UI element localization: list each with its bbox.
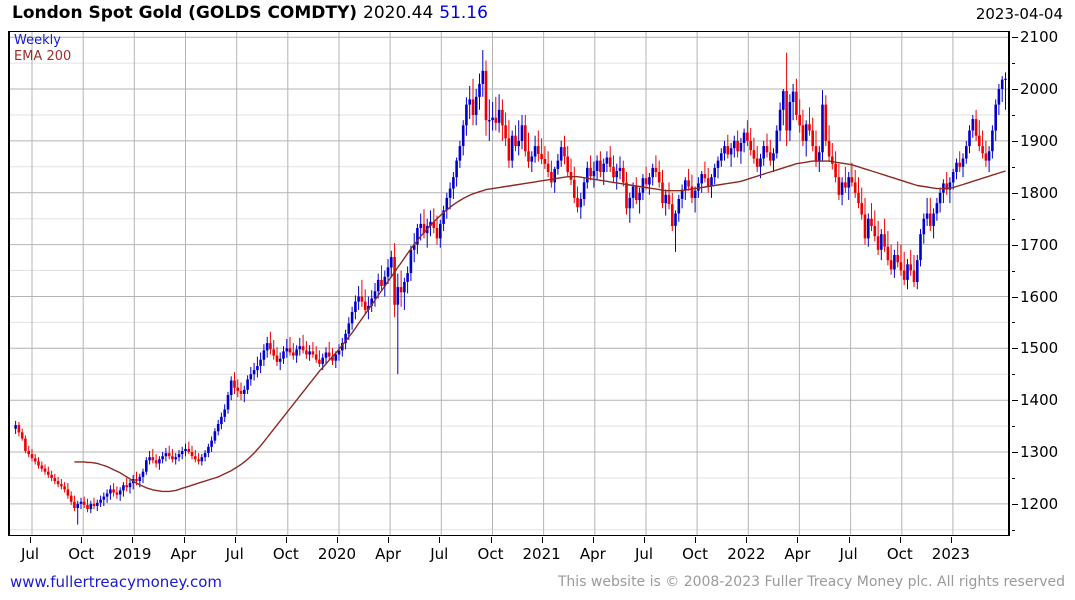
- x-axis-tick: [234, 537, 236, 543]
- y-axis-tick: [1012, 296, 1018, 298]
- y-axis-tick: [1012, 374, 1015, 376]
- y-axis-tick: [1012, 166, 1015, 168]
- last-price: 2020.44: [363, 3, 434, 23]
- price-change: 51.16: [439, 3, 488, 23]
- x-axis-tick: [950, 537, 952, 543]
- instrument-name: London Spot Gold (GOLDS COMDTY): [12, 3, 358, 23]
- y-axis-tick: [1012, 192, 1018, 194]
- x-axis-label: Jul: [634, 545, 654, 563]
- x-axis-tick: [592, 537, 594, 543]
- right-axis-line: [1008, 31, 1010, 536]
- y-axis-tick: [1012, 452, 1018, 453]
- x-axis-tick: [81, 537, 83, 543]
- y-axis-label: 1400: [1020, 391, 1059, 410]
- x-axis-label: 2021: [522, 545, 561, 563]
- x-axis-label: Jul: [430, 545, 449, 563]
- x-axis-label: Jul: [839, 545, 858, 563]
- y-axis: 1200 1300 1400 1500 1600 1700 1800 1900 2000 2100: [1012, 28, 1075, 536]
- x-axis-label: 2022: [727, 545, 766, 563]
- y-axis-tick: [1012, 140, 1018, 142]
- y-axis-label: 1500: [1020, 339, 1059, 358]
- y-axis-tick: [1012, 529, 1015, 531]
- x-axis-tick: [644, 537, 645, 543]
- y-axis-label: 1800: [1020, 183, 1059, 202]
- x-axis-label: Apr: [375, 545, 402, 563]
- x-axis-label: 2019: [113, 545, 152, 563]
- page-footer: www.fullertreacymoney.com This website i…: [0, 570, 1075, 600]
- x-axis-label: Apr: [579, 545, 606, 563]
- copyright-notice: This website is © 2008-2023 Fuller Treac…: [557, 574, 1065, 590]
- y-axis-label: 1900: [1020, 131, 1059, 150]
- x-axis-tick: [541, 537, 543, 543]
- x-axis-label: 2023: [931, 545, 970, 563]
- x-axis-label: Oct: [682, 545, 709, 563]
- x-axis-label: Oct: [886, 545, 913, 563]
- y-axis-tick: [1012, 426, 1015, 428]
- x-axis-tick: [183, 537, 185, 543]
- x-axis-tick: [797, 537, 799, 543]
- x-axis-label: Oct: [68, 545, 95, 563]
- page-title: London Spot Gold (GOLDS COMDTY) 2020.44 …: [12, 3, 488, 23]
- plot-area[interactable]: [10, 32, 1008, 535]
- x-axis-label: Jul: [225, 545, 244, 563]
- plot-frame: [8, 31, 1008, 536]
- x-axis-tick: [490, 537, 492, 543]
- x-axis-tick: [439, 537, 441, 543]
- y-axis-tick: [1012, 244, 1018, 246]
- y-axis-label: 2000: [1020, 80, 1059, 98]
- x-axis-tick: [285, 537, 287, 543]
- chart-header: London Spot Gold (GOLDS COMDTY) 2020.44 …: [0, 0, 1075, 28]
- y-axis-tick: [1012, 37, 1018, 39]
- y-axis-label: 1700: [1020, 235, 1059, 254]
- y-axis-label: 1200: [1020, 494, 1059, 513]
- x-axis-tick: [337, 537, 338, 543]
- x-axis-label: Apr: [170, 545, 197, 563]
- y-axis-label: 2100: [1020, 28, 1059, 47]
- y-axis-tick: [1012, 322, 1015, 324]
- x-axis-tick: [695, 537, 697, 543]
- x-axis-label: Oct: [272, 545, 299, 563]
- y-axis-tick: [1012, 503, 1018, 505]
- x-axis: Jul Oct 2019 Apr Jul Oct 2020 Apr Jul Oct 2021 Apr J…: [8, 537, 1008, 563]
- x-axis-label: Apr: [784, 545, 811, 563]
- x-axis-tick: [899, 537, 901, 543]
- y-axis-tick: [1012, 400, 1018, 402]
- y-axis-tick: [1012, 218, 1015, 220]
- x-axis-tick: [746, 537, 748, 543]
- y-axis-label: 1600: [1020, 287, 1059, 306]
- y-axis-tick: [1012, 348, 1018, 350]
- y-axis-label: 1300: [1020, 443, 1059, 461]
- x-axis-tick: [848, 537, 850, 543]
- x-axis-label: Oct: [477, 545, 504, 563]
- x-axis-tick: [30, 537, 31, 543]
- x-axis-tick: [388, 537, 390, 543]
- y-axis-tick: [1012, 115, 1015, 116]
- y-axis-tick: [1012, 270, 1015, 272]
- x-axis-label: 2020: [317, 545, 357, 563]
- x-axis-tick: [132, 537, 134, 543]
- site-url-link[interactable]: www.fullertreacymoney.com: [10, 573, 223, 591]
- x-axis-label: Jul: [20, 545, 40, 563]
- as-of-date: 2023-04-04: [975, 5, 1063, 23]
- y-axis-tick: [1012, 89, 1018, 90]
- y-axis-tick: [1012, 63, 1015, 65]
- y-axis-tick: [1012, 478, 1015, 479]
- candlestick-svg: [10, 32, 1008, 535]
